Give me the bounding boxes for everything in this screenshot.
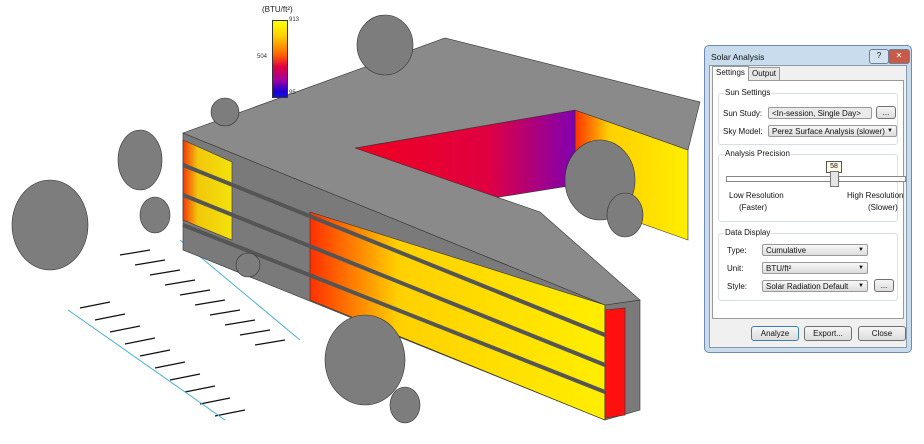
legend-color-bar xyxy=(272,20,288,98)
sun-study-label: Sun Study: xyxy=(723,109,763,118)
type-label: Type: xyxy=(727,246,747,255)
type-select[interactable]: Cumulative xyxy=(762,244,868,256)
high-resolution-label: High Resolution xyxy=(847,191,904,200)
solar-analysis-dialog: Solar Analysis ? ✕ Settings Output Sun S… xyxy=(704,45,912,353)
group-title: Sun Settings xyxy=(724,88,772,97)
close-button[interactable]: Close xyxy=(858,326,906,341)
sky-model-label: Sky Model: xyxy=(723,127,763,136)
legend-min: 95 xyxy=(289,90,296,96)
sun-study-browse-button[interactable]: ... xyxy=(876,106,896,119)
style-select[interactable]: Solar Radiation Default xyxy=(762,280,868,292)
dialog-title: Solar Analysis xyxy=(711,52,765,62)
precision-slider-thumb[interactable] xyxy=(830,171,839,187)
legend-mid: 504 xyxy=(257,54,268,60)
slower-label: (Slower) xyxy=(868,203,898,212)
analyze-button[interactable]: Analyze xyxy=(751,326,799,341)
precision-slider-track[interactable] xyxy=(726,176,906,182)
group-title: Analysis Precision xyxy=(724,149,791,158)
analysis-precision-group: Analysis Precision 58 Low Resolution (Fa… xyxy=(718,149,906,222)
faster-label: (Faster) xyxy=(739,203,767,212)
tab-settings[interactable]: Settings xyxy=(712,66,749,81)
style-browse-button[interactable]: ... xyxy=(874,279,894,292)
legend-max: 913 xyxy=(289,17,300,23)
group-title: Data Display xyxy=(724,228,772,237)
tab-output[interactable]: Output xyxy=(748,67,781,80)
unit-label: Unit: xyxy=(727,264,744,273)
style-label: Style: xyxy=(727,282,748,291)
close-window-button[interactable]: ✕ xyxy=(888,49,910,64)
legend-title: (BTU/ft²) xyxy=(262,5,293,14)
data-display-group: Data Display Type: Cumulative Unit: BTU/… xyxy=(718,228,898,301)
trees xyxy=(11,14,644,424)
sun-settings-group: Sun Settings Sun Study: <In-session, Sin… xyxy=(718,88,898,145)
unit-select[interactable]: BTU/ft² xyxy=(762,262,868,274)
help-button[interactable]: ? xyxy=(869,49,889,64)
low-resolution-label: Low Resolution xyxy=(729,191,784,200)
sun-study-field[interactable]: <In-session, Single Day> xyxy=(768,107,872,119)
export-button[interactable]: Export... xyxy=(804,326,852,341)
sky-model-select[interactable]: Perez Surface Analysis (slower) xyxy=(768,125,897,137)
